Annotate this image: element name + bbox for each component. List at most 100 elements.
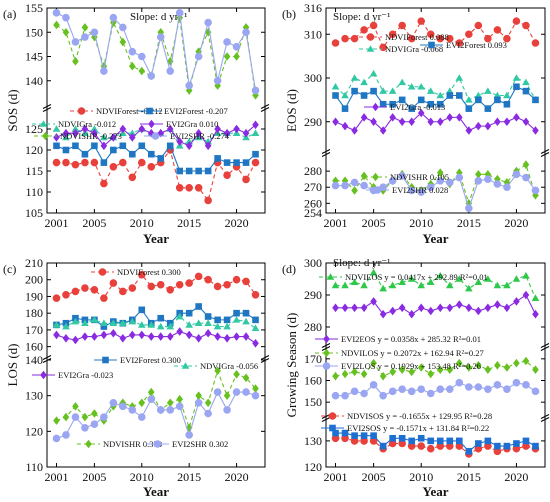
x-axis-label: Year	[143, 231, 169, 246]
data-point	[379, 284, 387, 292]
data-point	[100, 323, 108, 330]
series-line	[56, 330, 256, 344]
data-point	[119, 319, 127, 327]
data-point	[388, 87, 397, 94]
x-tick-label: 2001	[324, 216, 348, 230]
data-point	[62, 290, 70, 299]
data-point	[137, 321, 146, 328]
series-line	[56, 390, 256, 439]
data-point	[512, 378, 521, 387]
data-point	[52, 321, 61, 328]
data-point	[417, 385, 426, 393]
legend-swatch-marker	[366, 45, 375, 52]
data-point	[176, 394, 183, 404]
data-point	[360, 26, 368, 34]
data-point	[214, 124, 221, 134]
x-tick-label: 2015	[457, 216, 481, 230]
data-point	[119, 37, 127, 47]
axis-break-mark	[260, 355, 270, 360]
data-point	[138, 306, 146, 314]
data-point	[204, 18, 212, 27]
data-point	[128, 173, 137, 182]
axis-break-mark	[42, 107, 52, 112]
series-3	[331, 378, 540, 400]
legend-swatch-marker	[326, 273, 335, 280]
data-point	[119, 287, 127, 296]
axis-break-mark	[540, 414, 550, 419]
data-point	[251, 86, 260, 95]
data-point	[379, 371, 387, 381]
data-point	[398, 78, 406, 86]
data-point	[360, 281, 368, 289]
data-point	[360, 92, 368, 99]
y-tick-label: 155	[25, 1, 43, 15]
data-point	[427, 369, 435, 379]
data-point	[252, 338, 259, 348]
data-point	[213, 322, 222, 330]
data-point	[166, 57, 174, 66]
data-point	[408, 105, 415, 112]
data-point	[475, 96, 482, 104]
legend-swatch-marker	[151, 132, 160, 140]
data-point	[341, 181, 349, 190]
y-tick-label: 180	[25, 306, 43, 320]
data-point	[129, 150, 136, 158]
data-point	[350, 387, 359, 396]
data-point	[147, 395, 156, 404]
data-point	[465, 96, 473, 103]
data-point	[512, 17, 521, 25]
data-point	[446, 92, 454, 99]
legend-entry: EVI2LOS y = 0.1929x + 153.48 R²=0.26	[315, 361, 481, 371]
data-point	[407, 387, 416, 396]
data-point	[389, 367, 396, 377]
y-tick-label: 160	[304, 374, 322, 388]
data-point	[204, 196, 212, 205]
data-point	[531, 186, 540, 195]
data-point	[157, 27, 165, 37]
legend-entry: NDVIGra -0.068	[359, 44, 443, 54]
data-point	[81, 23, 89, 32]
x-tick-label: 2001	[44, 470, 68, 484]
data-point	[72, 128, 79, 138]
x-axis-label: Year	[423, 231, 449, 246]
legend-label: NDVILOS y = 0.2072x + 162.94 R²=0.27	[341, 348, 484, 358]
data-point	[331, 181, 340, 190]
data-point	[147, 150, 155, 158]
data-point	[512, 74, 521, 81]
y-tick-label: 170	[304, 352, 322, 366]
legend-label: NDVIForest 0.300	[117, 267, 181, 277]
data-point	[379, 391, 387, 400]
data-point	[456, 437, 463, 445]
y-axis-label: SOS (d)	[5, 89, 20, 131]
data-point	[251, 391, 260, 400]
legend-swatch-marker	[148, 119, 155, 129]
data-point	[474, 176, 483, 185]
data-point	[455, 39, 464, 47]
panel-label: (c)	[3, 262, 16, 276]
legend-swatch-marker	[40, 370, 47, 380]
legend-entry: EVI2Gra -0.023	[32, 370, 113, 380]
data-point	[72, 402, 79, 411]
data-point	[331, 39, 340, 47]
data-point	[138, 66, 146, 76]
data-point	[185, 141, 193, 151]
data-point	[531, 39, 540, 47]
data-point	[379, 309, 387, 319]
legend-label: NDVIGra -0.068	[385, 44, 443, 54]
data-point	[232, 388, 241, 396]
plot-frame	[325, 7, 546, 214]
data-point	[456, 92, 463, 99]
series-line	[335, 173, 536, 210]
data-point	[232, 316, 241, 323]
axis-break-mark	[540, 417, 550, 422]
data-point	[81, 284, 89, 292]
y-tick-label: 260	[304, 196, 322, 210]
data-point	[232, 275, 241, 284]
data-point	[138, 142, 146, 150]
data-point	[484, 437, 492, 445]
data-point	[351, 432, 358, 439]
data-point	[90, 125, 99, 132]
data-point	[522, 21, 530, 30]
data-point	[233, 369, 240, 379]
